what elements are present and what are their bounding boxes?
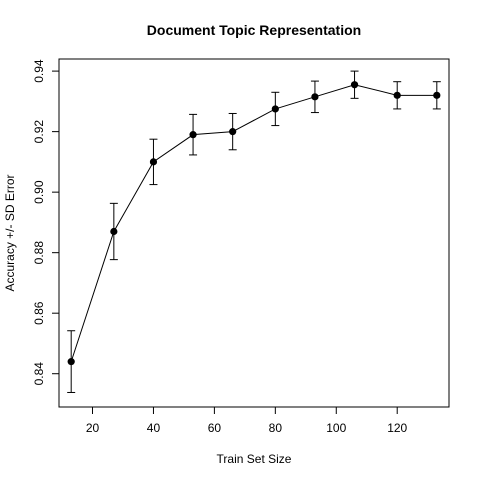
series-line-group	[70, 84, 437, 362]
data-point	[149, 158, 158, 166]
x-tick-label: 20	[86, 421, 100, 435]
data-point	[433, 91, 441, 99]
x-tick-label: 120	[387, 421, 407, 435]
x-axis: 20 40 60 80 100 120	[86, 406, 408, 435]
data-point	[393, 91, 401, 99]
data-point	[189, 131, 197, 139]
y-axis: 0.84 0.86 0.88 0.90 0.92 0.94	[32, 59, 60, 386]
chart-title: Document Topic Representation	[147, 22, 361, 38]
data-point	[271, 105, 279, 113]
y-tick-label: 0.86	[32, 301, 46, 325]
x-tick-label: 100	[326, 421, 346, 435]
series-line	[70, 84, 437, 362]
x-tick-label: 60	[208, 421, 222, 435]
x-axis-label: Train Set Size	[217, 452, 292, 466]
data-point	[67, 358, 75, 366]
x-tick-label: 40	[147, 421, 161, 435]
y-tick-label: 0.92	[32, 120, 46, 144]
y-tick-label: 0.88	[32, 241, 46, 265]
data-point	[229, 128, 237, 136]
y-tick-label: 0.90	[32, 180, 46, 204]
data-point	[311, 93, 319, 101]
data-point	[110, 227, 118, 236]
data-point	[350, 81, 359, 89]
x-tick-label: 80	[269, 421, 283, 435]
y-tick-label: 0.84	[32, 362, 46, 386]
y-axis-label: Accuracy +/- SD Error	[3, 174, 17, 291]
y-tick-label: 0.94	[32, 59, 46, 83]
data-points	[67, 81, 441, 366]
